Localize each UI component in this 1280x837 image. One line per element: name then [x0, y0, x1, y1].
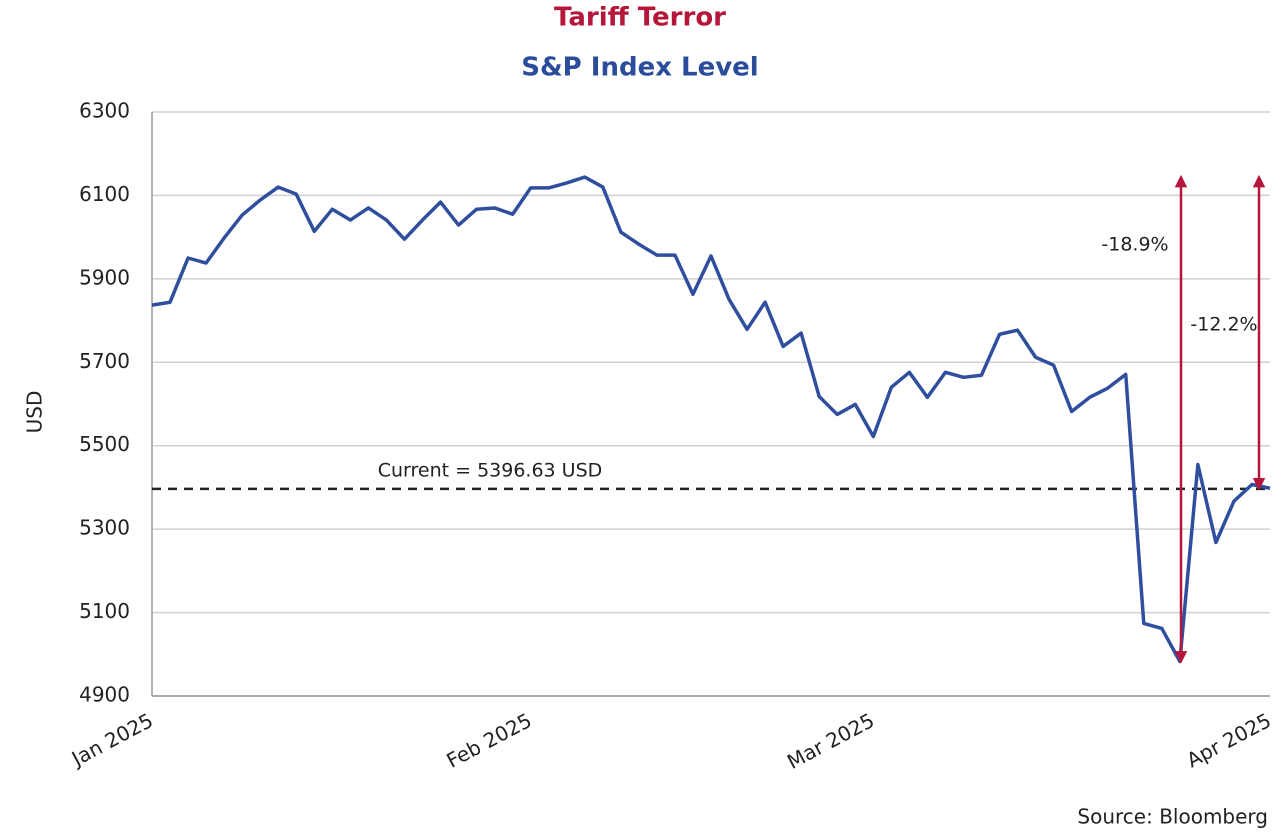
y-tick-label: 5300: [79, 516, 130, 540]
y-tick-label: 5100: [79, 599, 130, 623]
annotation-label: -18.9%: [1101, 234, 1168, 256]
y-axis-label: USD: [23, 391, 47, 434]
y-tick-label: 6100: [79, 182, 130, 206]
annotation-label: -12.2%: [1190, 314, 1257, 336]
y-tick-label: 5900: [79, 265, 130, 289]
x-tick-label: Mar 2025: [783, 708, 878, 774]
x-tick-label: Apr 2025: [1183, 708, 1275, 772]
reference-label: Current = 5396.63 USD: [378, 459, 603, 481]
y-tick-label: 6300: [79, 99, 130, 123]
x-tick-label: Jan 2025: [66, 708, 157, 771]
line-series: [151, 175, 1271, 664]
y-tick-label: 4900: [79, 683, 130, 707]
source: Source: Bloomberg: [1077, 805, 1268, 829]
y-tick-label: 5500: [79, 432, 130, 456]
y-tick-label: 5700: [79, 349, 130, 373]
x-tick-label: Feb 2025: [443, 708, 536, 773]
chart-subtitle: S&P Index Level: [521, 53, 758, 83]
chart-title: Tariff Terror: [554, 3, 726, 33]
